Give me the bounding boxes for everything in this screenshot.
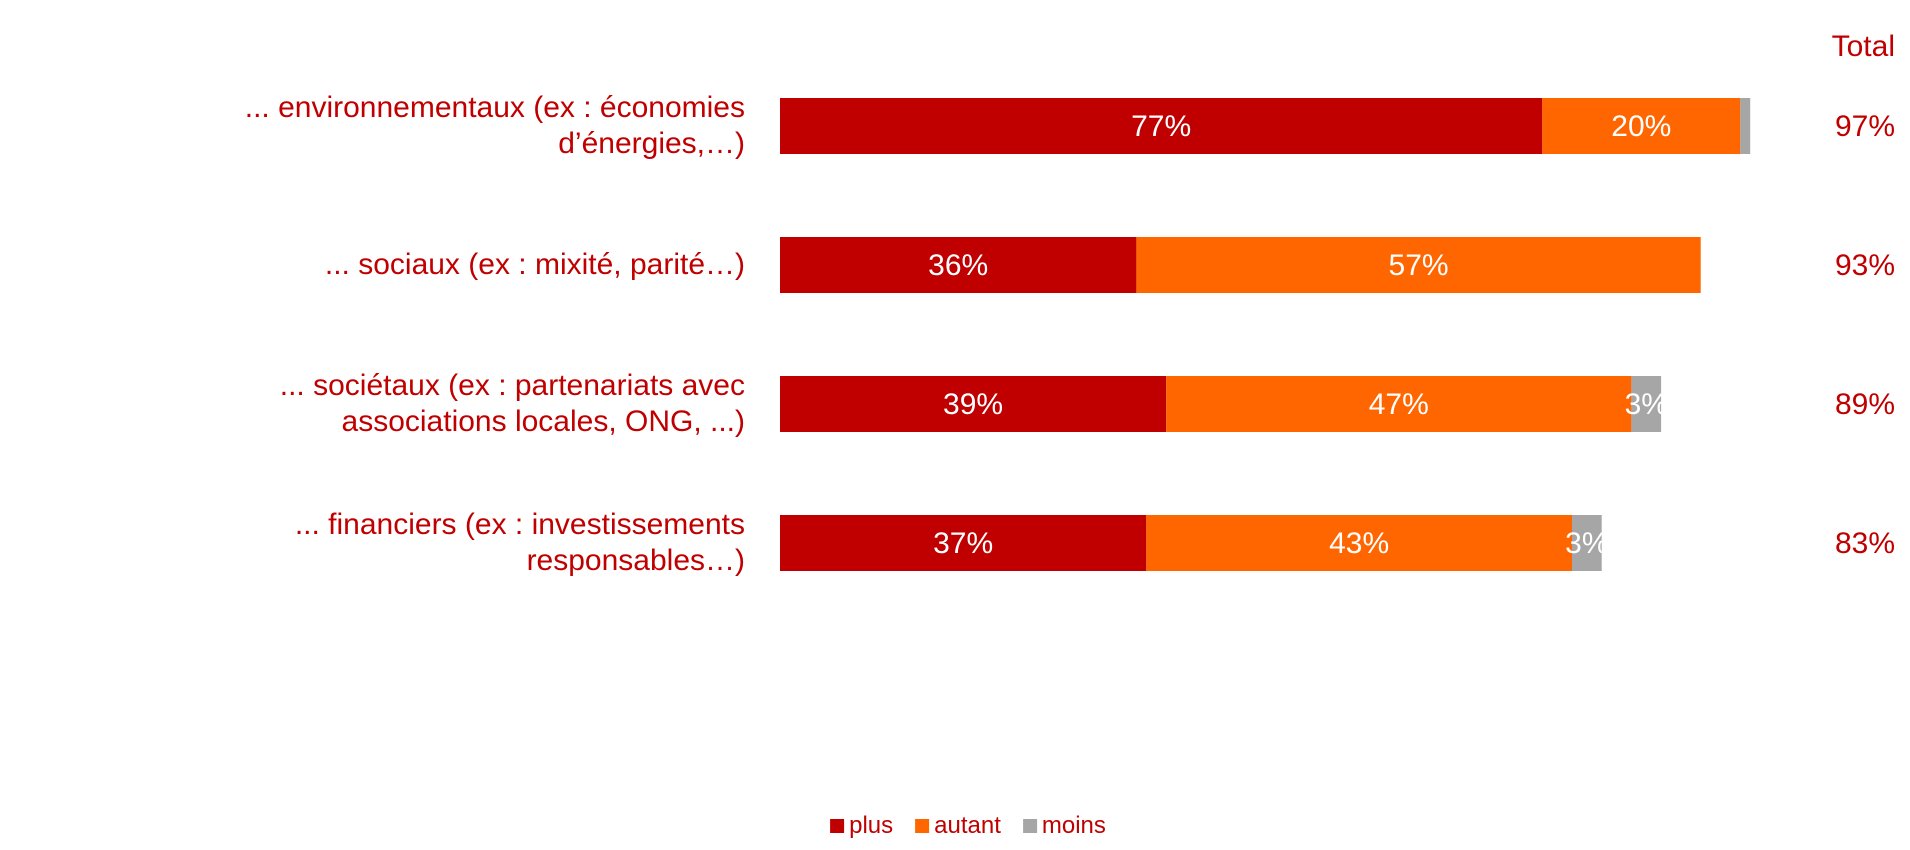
bar-segment	[780, 237, 1137, 293]
bar-value-label: 47%	[1369, 388, 1429, 421]
legend: plus autant moins	[830, 812, 1106, 840]
legend-swatch	[830, 819, 845, 833]
category-label: ... sociétaux (ex : partenariats avec as…	[279, 369, 745, 438]
bar-value-label: 43%	[1329, 527, 1389, 560]
legend-label: plus	[849, 812, 894, 839]
category-label: ... environnementaux (ex : économies d’é…	[244, 91, 745, 160]
legend-label: moins	[1041, 812, 1106, 839]
bar-segment	[1572, 515, 1602, 571]
bar-value-label: 20%	[1611, 110, 1671, 143]
total-label: 89%	[1835, 388, 1895, 421]
legend-item: moins	[1022, 812, 1106, 840]
category-label: ... sociaux (ex : mixité, parité…)	[324, 248, 745, 281]
bar-value-label: 37%	[933, 527, 993, 560]
bar-segment	[780, 376, 1167, 432]
bar-segment	[1146, 515, 1572, 571]
bar-value-label: 77%	[1131, 110, 1191, 143]
bar-value-label: 3%	[1625, 388, 1668, 421]
bar-segment	[1631, 376, 1662, 432]
legend-item: autant	[915, 812, 1001, 840]
bar-segment	[1166, 376, 1632, 432]
bar-value-label: 57%	[1389, 249, 1449, 282]
bar-value-label: 36%	[928, 249, 988, 282]
bar-segment	[780, 515, 1147, 571]
legend-swatch	[1022, 819, 1037, 833]
bar-value-label: 3%	[1565, 527, 1608, 560]
bar-value-label: 39%	[943, 388, 1003, 421]
total-label: 93%	[1835, 249, 1895, 282]
total-label: 97%	[1835, 110, 1895, 143]
bar-segment	[1740, 98, 1751, 154]
bar-segment	[1136, 237, 1701, 293]
bar-segment	[1542, 98, 1741, 154]
legend-label: autant	[934, 812, 1001, 839]
total-label: 83%	[1835, 527, 1895, 560]
bar-segment	[780, 98, 1543, 154]
legend-swatch	[915, 819, 930, 833]
category-label: ... financiers (ex : investissements res…	[294, 508, 745, 577]
legend-item: plus	[830, 812, 893, 840]
totals-title: Total	[1832, 30, 1895, 63]
